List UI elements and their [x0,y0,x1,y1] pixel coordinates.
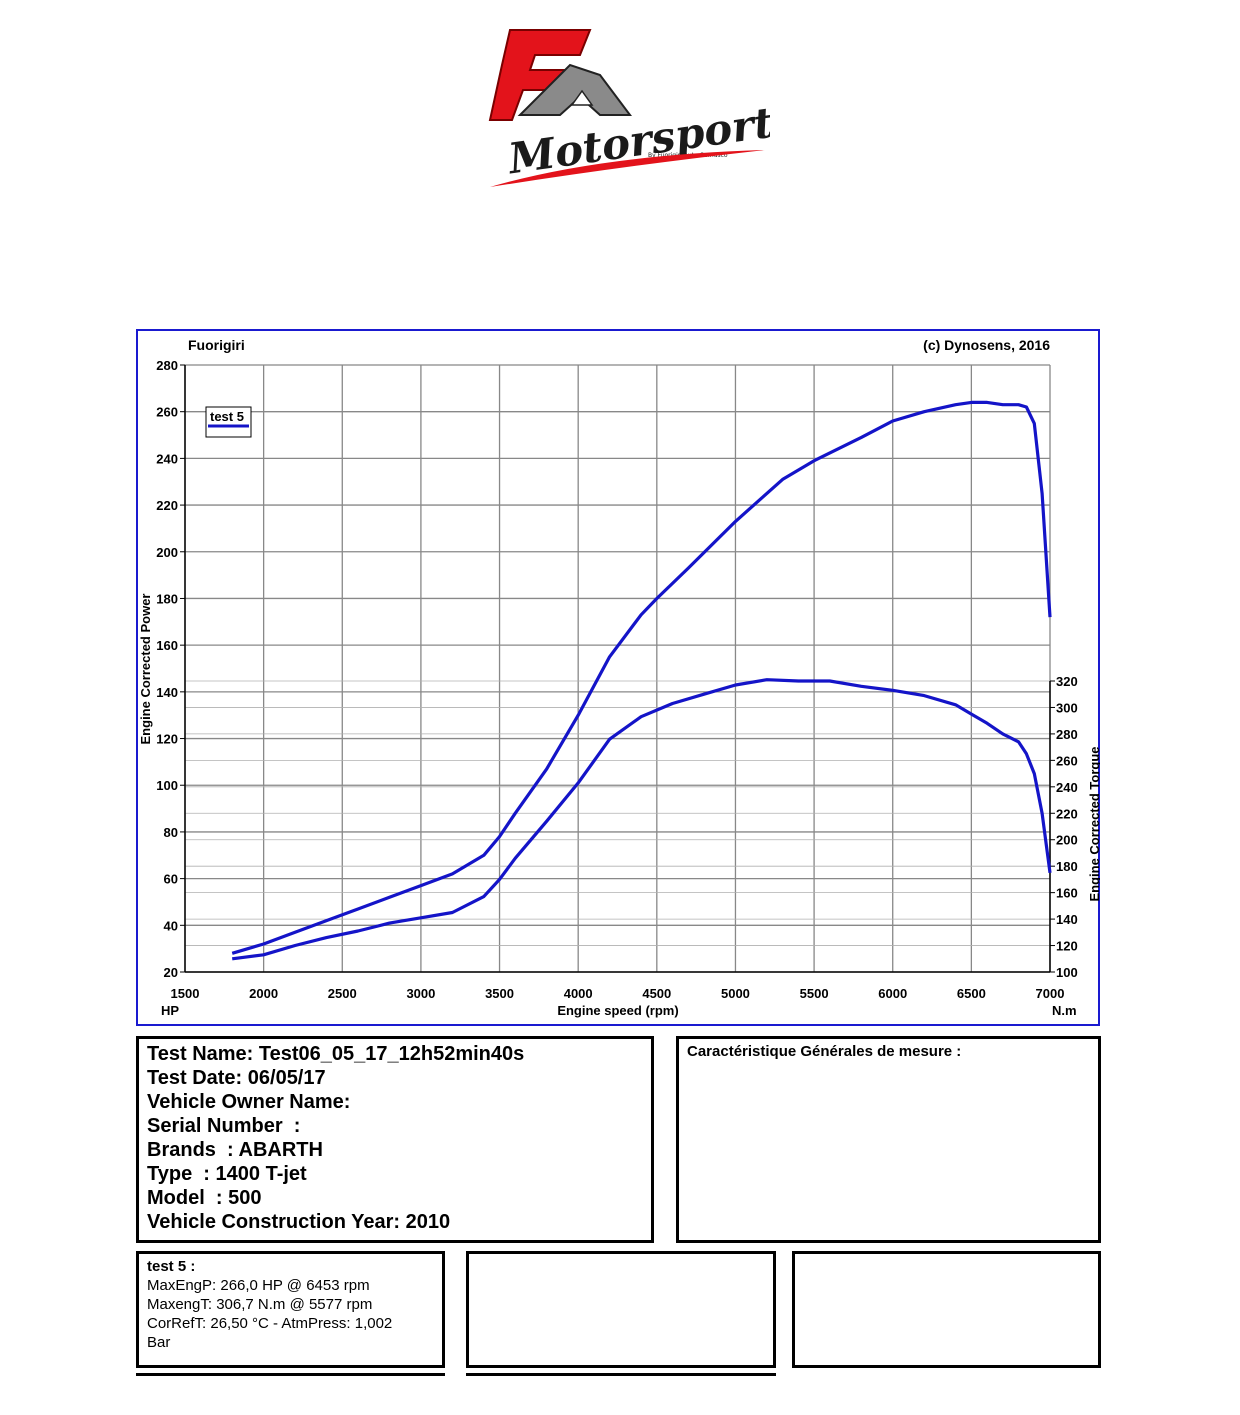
y-left-tick-label: 20 [164,965,178,980]
y-left-tick-label: 240 [156,451,178,466]
y-left-tick-label: 160 [156,638,178,653]
logo-a-shape [517,63,632,116]
x-tick-label: 4000 [564,986,593,1001]
x-tick-label: 2500 [328,986,357,1001]
right-unit-label: N.m [1052,1003,1077,1018]
bottom-rule-left [136,1373,445,1376]
y-left-tick-label: 280 [156,358,178,373]
x-tick-label: 5500 [800,986,829,1001]
chart-grid [180,364,1055,973]
test-name: Test Name: Test06_05_17_12h52min40s [147,1043,525,1065]
bottom-rule-middle [466,1373,776,1376]
chart-marks: 1500 2000 2500 3000 3500 4000 4500 5000 5500 6000… [156,358,1077,1001]
y-left-tick-label: 200 [156,545,178,560]
right-axis-title: Engine Corrected Torque [1087,746,1100,901]
vehicle-type: Type : 1400 T-jet [147,1163,307,1185]
vehicle-model: Model : 500 [147,1187,262,1209]
x-tick-label: 7000 [1036,986,1065,1001]
vehicle-info-box: Test Name: Test06_05_17_12h52min40s Test… [136,1036,654,1243]
correction-reference: CorRefT: 26,50 °C - AtmPress: 1,002 [147,1315,393,1332]
x-tick-label: 5000 [721,986,750,1001]
x-tick-label: 1500 [171,986,200,1001]
y-right-tick-label: 240 [1056,780,1078,795]
brands: Brands : ABARTH [147,1139,323,1161]
y-right-tick-label: 300 [1056,700,1078,715]
serial-number: Serial Number : [147,1115,301,1137]
x-axis-label: Engine speed (rpm) [557,1003,678,1018]
legend-box [205,406,252,438]
x-tick-label: 2000 [249,986,278,1001]
y-left-tick-label: 80 [164,825,178,840]
fa-motorsport-logo: Motorsport By Fuorigiri Auto Cernusco [488,29,770,187]
y-left-tick-label: 180 [156,591,178,606]
y-right-tick-label: 100 [1056,965,1078,980]
x-tick-label: 6500 [957,986,986,1001]
chart-header-right: (c) Dynosens, 2016 [923,337,1050,353]
legend: test 5 [205,406,252,438]
test-date: Test Date: 06/05/17 [147,1067,326,1089]
y-left-tick-label: 100 [156,778,178,793]
y-right-tick-label: 180 [1056,859,1078,874]
left-axis-title: Engine Corrected Power [138,594,153,745]
y-right-tick-label: 320 [1056,674,1078,689]
x-tick-label: 3500 [485,986,514,1001]
results-header: test 5 : [147,1258,196,1275]
max-power: MaxEngP: 266,0 HP @ 6453 rpm [147,1277,370,1294]
y-right-tick-label: 220 [1056,806,1078,821]
y-right-tick-label: 120 [1056,939,1078,954]
x-tick-label: 6000 [878,986,907,1001]
y-right-tick-label: 140 [1056,912,1078,927]
y-right-tick-label: 280 [1056,727,1078,742]
y-left-tick-label: 140 [156,685,178,700]
torque-series-line [231,678,1052,961]
y-right-tick-label: 260 [1056,753,1078,768]
owner-name: Vehicle Owner Name: [147,1091,351,1113]
legend-label: test 5 [210,409,244,424]
pressure-unit: Bar [147,1334,171,1351]
power-series-line [231,400,1052,955]
construction-year: Vehicle Construction Year: 2010 [147,1211,451,1233]
empty-box-middle [466,1251,776,1368]
y-left-tick-label: 220 [156,498,178,513]
measurement-characteristics-box: Caractéristique Générales de mesure : [676,1036,1101,1243]
dyno-chart: 1500 2000 2500 3000 3500 4000 4500 5000 5500 6000… [138,337,1100,1018]
logo-a-inner [570,89,594,106]
y-left-tick-label: 260 [156,405,178,420]
chart-frame [136,329,1100,1026]
chart-header-left: Fuorigiri [188,337,245,353]
y-left-tick-label: 120 [156,732,178,747]
y-left-tick-label: 60 [164,872,178,887]
y-right-tick-label: 160 [1056,886,1078,901]
y-left-tick-label: 40 [164,918,178,933]
y-right-tick-label: 200 [1056,833,1078,848]
characteristics-title: Caractéristique Générales de mesure : [687,1043,962,1060]
results-box: test 5 : MaxEngP: 266,0 HP @ 6453 rpm Ma… [136,1251,445,1368]
left-unit-label: HP [161,1003,179,1018]
max-torque: MaxengT: 306,7 N.m @ 5577 rpm [147,1296,373,1313]
x-tick-label: 4500 [642,986,671,1001]
x-tick-label: 3000 [406,986,435,1001]
empty-box-right [792,1251,1101,1368]
